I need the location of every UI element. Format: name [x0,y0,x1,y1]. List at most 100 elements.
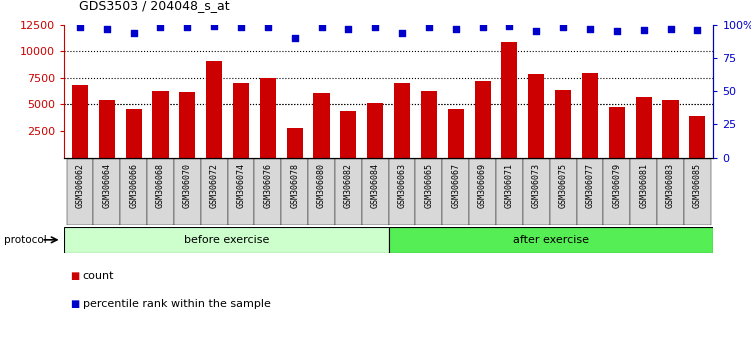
Bar [64,227,389,253]
Bar [72,85,88,158]
Text: GSM306080: GSM306080 [317,162,326,207]
Bar [389,159,415,225]
Point [235,24,247,30]
Text: after exercise: after exercise [513,235,589,245]
Bar [502,42,517,158]
Bar [206,61,222,158]
Bar [367,103,383,158]
Text: ■: ■ [70,299,79,309]
Point [477,24,489,30]
Bar [555,90,572,158]
Point [101,26,113,32]
Bar [635,97,652,158]
Bar [662,100,679,158]
Point [128,30,140,35]
Text: GSM306077: GSM306077 [586,162,595,207]
Point [450,26,462,32]
Text: GSM306082: GSM306082 [344,162,353,207]
Text: GSM306067: GSM306067 [451,162,460,207]
Point [262,24,274,30]
Bar [469,159,496,225]
Text: GSM306075: GSM306075 [559,162,568,207]
Text: GSM306070: GSM306070 [182,162,192,207]
Bar [120,159,147,225]
Text: GSM306083: GSM306083 [666,162,675,207]
Bar [442,159,469,225]
Bar [630,159,657,225]
Point [638,27,650,33]
Bar [179,92,195,158]
Text: GSM306065: GSM306065 [424,162,433,207]
Text: GSM306063: GSM306063 [397,162,406,207]
Bar [147,159,174,225]
Bar [550,159,577,225]
Text: GSM306072: GSM306072 [210,162,219,207]
Bar [287,128,303,158]
Bar [233,82,249,158]
Text: GSM306076: GSM306076 [264,162,273,207]
Point [342,26,354,32]
Text: percentile rank within the sample: percentile rank within the sample [83,299,270,309]
Bar [577,159,603,225]
Point [584,26,596,32]
Text: GSM306079: GSM306079 [612,162,621,207]
Point [530,29,542,34]
Bar [389,227,713,253]
Bar [98,100,115,158]
Bar [335,159,362,225]
Bar [421,91,437,158]
Point [423,24,435,30]
Bar [528,74,544,158]
Bar [260,78,276,158]
Bar [67,159,93,225]
Text: protocol: protocol [4,235,47,245]
Text: GSM306074: GSM306074 [237,162,246,207]
Bar [313,93,330,158]
Point [692,27,704,33]
Text: GSM306066: GSM306066 [129,162,138,207]
Point [208,23,220,29]
Bar [689,116,705,158]
Point [155,24,167,30]
Bar [684,159,710,225]
Point [181,24,193,30]
Bar [496,159,523,225]
Bar [340,111,357,158]
Point [74,24,86,30]
Point [503,23,515,29]
Point [369,24,382,30]
Bar [523,159,550,225]
Bar [174,159,201,225]
Bar [362,159,389,225]
Bar [609,107,625,158]
Bar [228,159,255,225]
Point [611,29,623,34]
Bar [657,159,684,225]
Text: ■: ■ [70,271,79,281]
Bar [93,159,120,225]
Bar [603,159,630,225]
Bar [394,82,410,158]
Bar [415,159,442,225]
Text: GSM306084: GSM306084 [371,162,380,207]
Bar [308,159,335,225]
Bar [448,109,464,158]
Bar [255,159,282,225]
Text: GSM306068: GSM306068 [156,162,165,207]
Text: GDS3503 / 204048_s_at: GDS3503 / 204048_s_at [79,0,230,12]
Text: GSM306078: GSM306078 [290,162,299,207]
Text: GSM306064: GSM306064 [102,162,111,207]
Text: before exercise: before exercise [183,235,269,245]
Bar [582,73,598,158]
Text: GSM306071: GSM306071 [505,162,514,207]
Point [288,35,300,41]
Text: GSM306085: GSM306085 [693,162,702,207]
Bar [282,159,308,225]
Point [557,24,569,30]
Text: GSM306081: GSM306081 [639,162,648,207]
Bar [152,91,168,158]
Bar [201,159,228,225]
Text: GSM306062: GSM306062 [75,162,84,207]
Text: GSM306073: GSM306073 [532,162,541,207]
Text: GSM306069: GSM306069 [478,162,487,207]
